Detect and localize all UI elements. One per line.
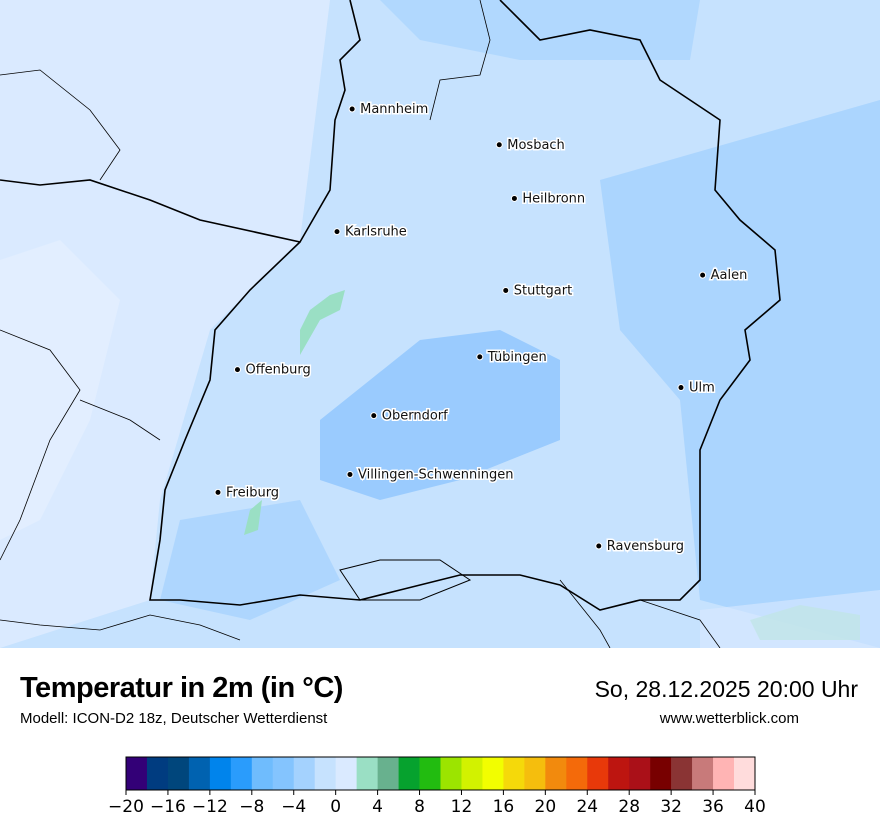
- city-dot: [346, 470, 354, 478]
- city-dot: [214, 488, 222, 496]
- colorbar-bin: [209, 757, 232, 790]
- colorbar-bin: [356, 757, 378, 790]
- city-label: Karlsruhe: [345, 225, 407, 240]
- city-karlsruhe: Karlsruhe: [333, 223, 408, 241]
- colorbar-bin: [251, 757, 274, 790]
- colorbar-tick-label: 16: [493, 797, 515, 817]
- city-aalen: Aalen: [699, 267, 749, 285]
- city-label: Villingen-Schwenningen: [358, 467, 514, 482]
- colorbar-bin: [671, 757, 693, 790]
- colorbar-bin: [188, 757, 211, 790]
- colorbar-bin: [126, 757, 148, 790]
- city-dot: [699, 271, 707, 279]
- map-title: Temperatur in 2m (in °C): [20, 672, 343, 704]
- temperature-fields: [0, 0, 880, 648]
- city-label: Heilbronn: [522, 191, 585, 206]
- colorbar-bin: [566, 757, 588, 790]
- model-subtitle: Modell: ICON-D2 18z, Deutscher Wetterdie…: [20, 710, 328, 727]
- colorbar-tick-label: 12: [451, 797, 473, 817]
- colorbar-tick-label: −4: [281, 797, 306, 817]
- city-dot: [595, 542, 603, 550]
- city-tübingen: Tübingen: [476, 348, 548, 366]
- website-link[interactable]: www.wetterblick.com: [659, 710, 799, 727]
- borders: [0, 0, 781, 648]
- city-label: Aalen: [711, 268, 748, 283]
- colorbar-bin: [524, 757, 546, 790]
- forecast-datetime: So, 28.12.2025 20:00 Uhr: [594, 676, 858, 702]
- colorbar: −20 −16 −12 −8 −4 0 4 8 12 16 20 24 28 32 36 40: [108, 756, 766, 817]
- colorbar-bin: [398, 757, 420, 790]
- colorbar-bin: [650, 757, 672, 790]
- city-dot: [333, 228, 341, 236]
- city-dot: [370, 412, 378, 420]
- colorbar-bin: [503, 757, 525, 790]
- city-freiburg: Freiburg: [214, 484, 281, 502]
- city-dot: [348, 105, 356, 113]
- city-markers: Mannheim Mosbach Heilbronn Karlsruhe Aalen St…: [214, 101, 749, 556]
- city-label: Offenburg: [245, 363, 310, 378]
- colorbar-bin: [272, 757, 295, 790]
- city-ravensburg: Ravensburg: [595, 538, 686, 556]
- city-label: Mosbach: [507, 138, 565, 153]
- colorbar-bin: [608, 757, 630, 790]
- city-label: Tübingen: [487, 350, 547, 365]
- colorbar-bin: [230, 757, 253, 790]
- colorbar-bin: [167, 757, 190, 790]
- colorbar-bin: [314, 757, 336, 790]
- colorbar-tick-label: −8: [239, 797, 264, 817]
- city-dot: [233, 366, 241, 374]
- colorbar-tick-label: −16: [150, 797, 186, 817]
- colorbar-tick-label: 20: [535, 797, 557, 817]
- colorbar-bin: [713, 757, 735, 790]
- colorbar-tick-label: 36: [702, 797, 724, 817]
- colorbar-bin: [461, 757, 483, 790]
- temperature-map: Mannheim Mosbach Heilbronn Karlsruhe Aalen St…: [0, 0, 880, 648]
- colorbar-bin: [293, 757, 315, 790]
- city-dot: [677, 384, 685, 392]
- colorbar-tick-label: −20: [108, 797, 144, 817]
- colorbar-tick-label: 0: [330, 797, 341, 817]
- city-offenburg: Offenburg: [233, 361, 312, 379]
- colorbar-tick-label: 28: [618, 797, 640, 817]
- city-stuttgart: Stuttgart: [502, 282, 574, 300]
- city-mosbach: Mosbach: [495, 136, 566, 154]
- city-dot: [495, 141, 503, 149]
- city-dot: [476, 353, 484, 361]
- colorbar-tick-label: 24: [576, 797, 598, 817]
- city-dot: [502, 286, 510, 294]
- colorbar-bin: [440, 757, 462, 790]
- city-label: Ravensburg: [607, 539, 684, 554]
- colorbar-bin: [692, 757, 714, 790]
- colorbar-tick-label: −12: [192, 797, 228, 817]
- colorbar-bin: [335, 757, 357, 790]
- colorbar-tick-label: 4: [372, 797, 383, 817]
- colorbar-bin: [545, 757, 567, 790]
- city-ulm: Ulm: [677, 379, 716, 397]
- colorbar-bin: [629, 757, 651, 790]
- city-dot: [510, 194, 518, 202]
- colorbar-tick-label: 8: [414, 797, 425, 817]
- city-heilbronn: Heilbronn: [510, 190, 587, 208]
- colorbar-bin: [419, 757, 441, 790]
- colorbar-bin: [587, 757, 609, 790]
- colorbar-bin: [146, 757, 169, 790]
- colorbar-frame: [125, 756, 756, 791]
- colorbar-bin: [377, 757, 399, 790]
- city-mannheim: Mannheim: [348, 101, 430, 119]
- city-label: Oberndorf: [382, 409, 448, 424]
- city-label: Freiburg: [226, 485, 279, 500]
- colorbar-tick-label: 32: [660, 797, 682, 817]
- city-label: Ulm: [689, 381, 715, 396]
- city-oberndorf: Oberndorf: [370, 407, 450, 425]
- colorbar-bin: [734, 757, 756, 790]
- city-label: Stuttgart: [514, 283, 572, 298]
- city-label: Mannheim: [360, 102, 428, 117]
- city-villingen-schwenningen: Villingen-Schwenningen: [346, 466, 515, 484]
- colorbar-tick-label: 40: [744, 797, 766, 817]
- colorbar-bin: [482, 757, 504, 790]
